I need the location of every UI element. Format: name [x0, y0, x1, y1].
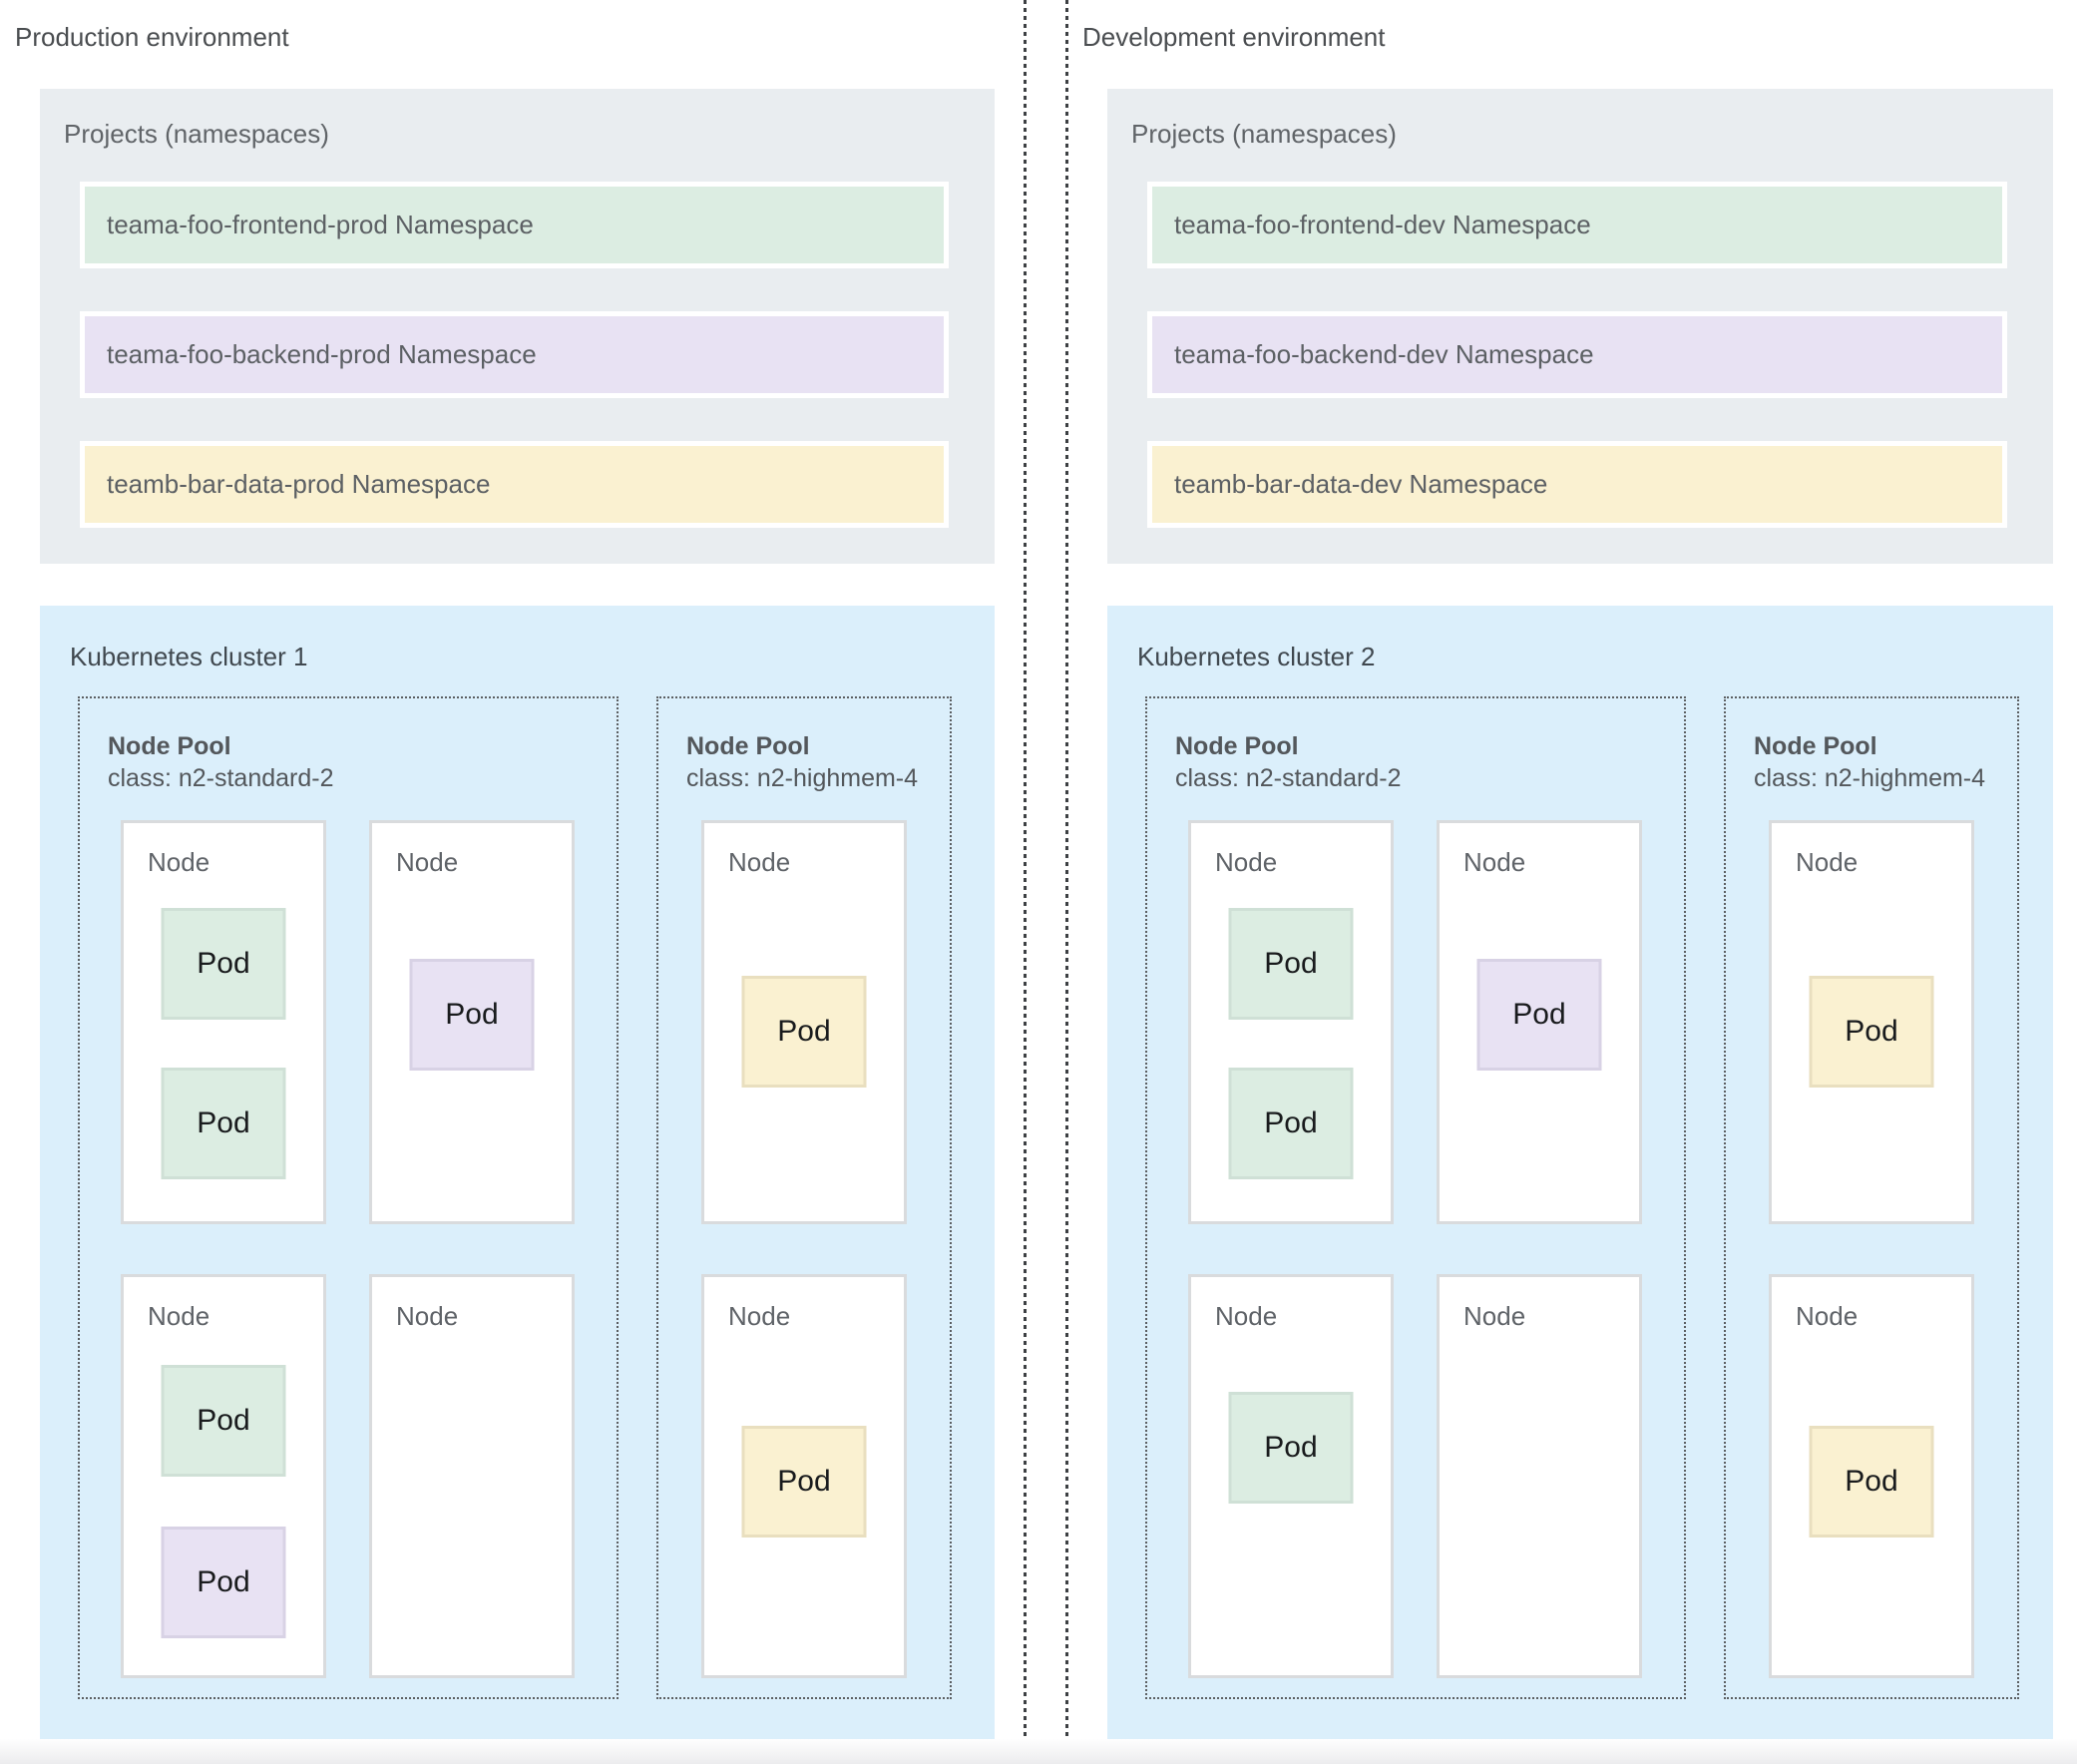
node-title: Node — [1215, 1301, 1278, 1331]
node-pool-class-label: class: n2-highmem-4 — [1754, 764, 1986, 792]
namespace-bar: teamb-bar-data-dev Namespace — [1147, 441, 2007, 528]
pod-box: Pod — [161, 1365, 286, 1477]
environment-title: Production environment — [15, 22, 289, 52]
cluster-title: Kubernetes cluster 2 — [1137, 642, 1376, 671]
namespace-bar: teama-foo-backend-dev Namespace — [1147, 311, 2007, 398]
node-title: Node — [728, 1301, 791, 1331]
pod-box: Pod — [161, 908, 286, 1020]
node-pool-class-label: class: n2-standard-2 — [108, 764, 334, 792]
environment-divider-line-right — [1065, 0, 1068, 1764]
node-title: Node — [1796, 847, 1859, 877]
node-pool-title: Node Pool — [1175, 732, 1299, 760]
environment-divider-line-left — [1024, 0, 1027, 1764]
node-box: Node Pod Pod — [121, 820, 326, 1224]
node-pool-row: Node Pool class: n2-standard-2 Node Pod Pod N… — [1145, 696, 2019, 1699]
node-pool-title: Node Pool — [686, 732, 810, 760]
node-box: Node Pod — [369, 820, 575, 1224]
pod-box: Pod — [741, 1426, 867, 1538]
node-box: Node — [1437, 1274, 1642, 1678]
kubernetes-cluster-box: Kubernetes cluster 1 Node Pool class: n2-… — [40, 606, 995, 1739]
production-environment-column: Production environment Projects (namespa… — [15, 0, 995, 1764]
node-grid: Node Pod Pod Node Pod Node Pod Node — [1188, 820, 1642, 1678]
node-pool-title: Node Pool — [1754, 732, 1877, 760]
node-title: Node — [396, 847, 459, 877]
node-pool-class-label: class: n2-highmem-4 — [686, 764, 919, 792]
namespace-list: teama-foo-frontend-dev Namespace teama-fo… — [1147, 182, 2007, 571]
projects-box: Projects (namespaces) teama-foo-frontend… — [40, 89, 995, 564]
node-box: Node Pod — [701, 820, 907, 1224]
node-title: Node — [148, 1301, 210, 1331]
node-title: Node — [396, 1301, 459, 1331]
pod-box: Pod — [1809, 1426, 1934, 1538]
node-box: Node Pod — [1437, 820, 1642, 1224]
node-pool-box: Node Pool class: n2-standard-2 Node Pod Pod N… — [1145, 696, 1686, 1699]
node-grid: Node Pod Node Pod — [701, 820, 907, 1678]
node-box: Node Pod — [1769, 820, 1974, 1224]
node-grid: Node Pod Pod Node Pod Node Pod Pod Node — [121, 820, 575, 1678]
node-title: Node — [1215, 847, 1278, 877]
pod-box: Pod — [1476, 959, 1602, 1071]
pod-box: Pod — [1228, 1068, 1354, 1179]
pod-box: Pod — [409, 959, 535, 1071]
node-pool-class-label: class: n2-standard-2 — [1175, 764, 1402, 792]
node-title: Node — [1796, 1301, 1859, 1331]
node-title: Node — [1463, 847, 1526, 877]
node-grid: Node Pod Node Pod — [1769, 820, 1974, 1678]
pod-box: Pod — [1809, 976, 1934, 1088]
page-bottom-edge — [0, 1739, 2077, 1764]
node-title: Node — [148, 847, 210, 877]
namespace-bar: teama-foo-frontend-dev Namespace — [1147, 182, 2007, 268]
node-pool-box: Node Pool class: n2-standard-2 Node Pod Pod N… — [78, 696, 619, 1699]
node-pool-row: Node Pool class: n2-standard-2 Node Pod Pod N… — [78, 696, 952, 1699]
namespace-bar: teama-foo-frontend-prod Namespace — [80, 182, 949, 268]
namespace-bar: teamb-bar-data-prod Namespace — [80, 441, 949, 528]
namespace-list: teama-foo-frontend-prod Namespace teama-f… — [80, 182, 949, 571]
node-box: Node Pod Pod — [121, 1274, 326, 1678]
node-title: Node — [1463, 1301, 1526, 1331]
cluster-title: Kubernetes cluster 1 — [70, 642, 308, 671]
projects-box-title: Projects (namespaces) — [64, 119, 329, 149]
node-box: Node Pod — [701, 1274, 907, 1678]
development-environment-column: Development environment Projects (namesp… — [1082, 0, 2053, 1764]
projects-box-title: Projects (namespaces) — [1131, 119, 1397, 149]
node-box: Node Pod — [1188, 1274, 1394, 1678]
pod-box: Pod — [1228, 908, 1354, 1020]
pod-box: Pod — [161, 1527, 286, 1638]
namespace-bar: teama-foo-backend-prod Namespace — [80, 311, 949, 398]
node-pool-title: Node Pool — [108, 732, 231, 760]
node-title: Node — [728, 847, 791, 877]
node-pool-box: Node Pool class: n2-highmem-4 Node Pod Node P… — [656, 696, 952, 1699]
pod-box: Pod — [741, 976, 867, 1088]
node-pool-box: Node Pool class: n2-highmem-4 Node Pod Node P… — [1724, 696, 2019, 1699]
node-box: Node Pod — [1769, 1274, 1974, 1678]
projects-box: Projects (namespaces) teama-foo-frontend… — [1107, 89, 2053, 564]
node-box: Node — [369, 1274, 575, 1678]
pod-box: Pod — [1228, 1392, 1354, 1504]
environment-title: Development environment — [1082, 22, 1386, 52]
node-box: Node Pod Pod — [1188, 820, 1394, 1224]
pod-box: Pod — [161, 1068, 286, 1179]
kubernetes-cluster-box: Kubernetes cluster 2 Node Pool class: n2-… — [1107, 606, 2053, 1739]
